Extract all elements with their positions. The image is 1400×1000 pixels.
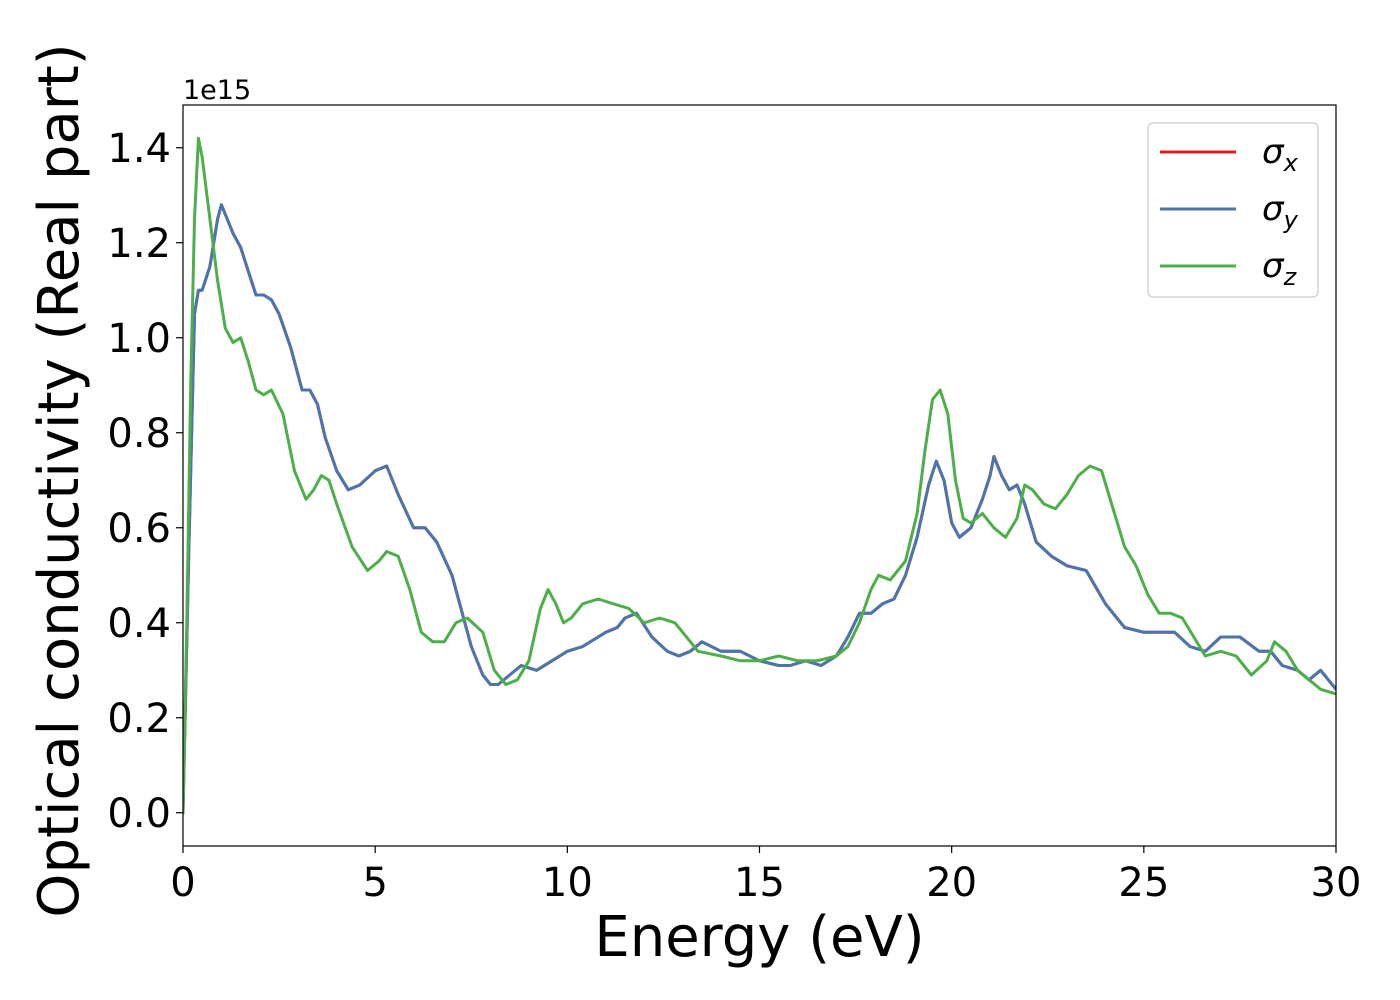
y-tick-label: 0.4 <box>107 601 171 647</box>
series-line-2 <box>183 203 1336 815</box>
series-line-3 <box>183 136 1336 815</box>
y-tick-label: 1.2 <box>107 221 171 267</box>
x-axis-title: Energy (eV) <box>594 905 924 970</box>
y-tick-label: 0.8 <box>107 411 171 457</box>
x-axis: 0 5 10 15 20 25 30 <box>170 846 1361 906</box>
series-layer <box>183 136 1336 815</box>
x-tick-label: 10 <box>542 860 593 906</box>
x-tick-label: 5 <box>362 860 387 906</box>
x-tick-label: 20 <box>926 860 977 906</box>
y-offset-label: 1e15 <box>183 75 251 106</box>
y-tick-label: 0.0 <box>107 791 171 837</box>
y-axis: 0.0 0.2 0.4 0.6 0.8 1.0 1.2 1.4 <box>107 126 183 837</box>
x-tick-label: 30 <box>1311 860 1362 906</box>
x-tick-label: 0 <box>170 860 195 906</box>
y-tick-label: 0.2 <box>107 696 171 742</box>
y-axis-title: Optical conductivity (Real part) <box>27 43 92 917</box>
y-tick-label: 0.6 <box>107 506 171 552</box>
y-tick-label: 1.0 <box>107 316 171 362</box>
y-tick-label: 1.4 <box>107 126 171 172</box>
x-tick-label: 25 <box>1118 860 1169 906</box>
x-tick-label: 15 <box>734 860 785 906</box>
